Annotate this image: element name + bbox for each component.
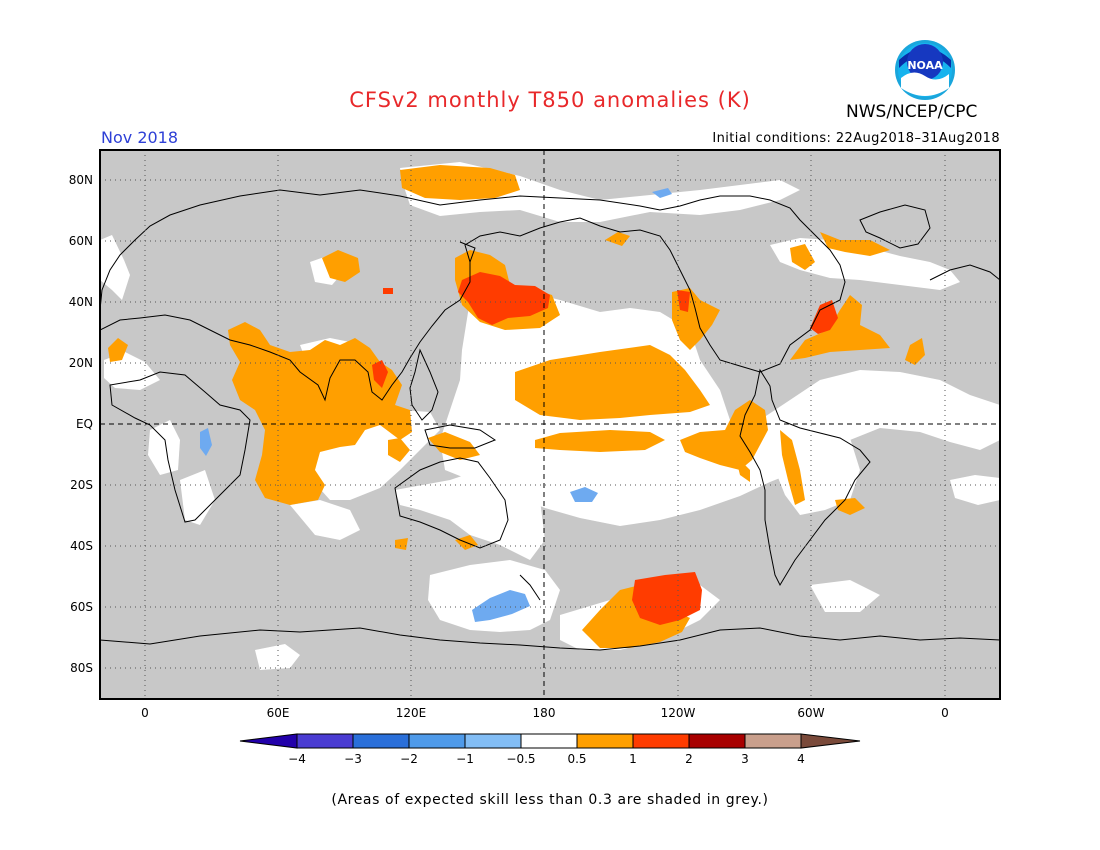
reference-lines: [100, 150, 1000, 699]
initial-conditions: Initial conditions: 22Aug2018–31Aug2018: [712, 131, 1000, 146]
lat-label-80s: 80S: [70, 661, 93, 675]
forecast-period: Nov 2018: [101, 128, 179, 147]
legend-tick-labels: −4 −3 −2 −1 −0.5 0.5 1 2 3 4: [288, 752, 805, 766]
legend-tick-4: 4: [797, 752, 805, 766]
noaa-logo-text: NOAA: [907, 59, 943, 72]
legend-box-0-5-to-1: [576, 733, 634, 749]
lat-label-40n: 40N: [69, 295, 93, 309]
legend-tick-minus-2: −2: [400, 752, 418, 766]
map-background: [100, 150, 1000, 699]
lat-label-60s: 60S: [70, 600, 93, 614]
legend-box-minus-4-to-minus-3: [296, 733, 354, 749]
legend-tick-3: 3: [741, 752, 749, 766]
anomaly-warm-moderate: [108, 165, 925, 648]
lon-label-60e: 60E: [267, 706, 290, 720]
coastlines: [100, 189, 1000, 651]
chart-title: CFSv2 monthly T850 anomalies (K): [349, 88, 751, 112]
lat-label-eq: EQ: [76, 417, 93, 431]
noaa-logo: NOAA: [895, 40, 955, 100]
legend-box-below-minus-4: [239, 733, 298, 749]
anomaly-cold: [200, 188, 672, 622]
lat-label-20n: 20N: [69, 356, 93, 370]
longitude-labels: 0 60E 120E 180 120W 60W 0: [141, 706, 949, 720]
lat-label-60n: 60N: [69, 234, 93, 248]
legend-tick-0-5: 0.5: [567, 752, 586, 766]
map-frame: [99, 149, 1001, 700]
legend-box-2-to-3: [688, 733, 746, 749]
legend-tick-2: 2: [685, 752, 693, 766]
legend-box-minus-1-to-minus-0-5: [464, 733, 522, 749]
lon-label-60w: 60W: [797, 706, 824, 720]
legend-tick-minus-1: −1: [456, 752, 474, 766]
graticule: [100, 150, 1000, 699]
lon-label-0-right: 0: [941, 706, 949, 720]
anomaly-warm-strong: [372, 272, 838, 625]
lon-label-0: 0: [141, 706, 149, 720]
lat-label-40s: 40S: [70, 539, 93, 553]
lon-label-180: 180: [533, 706, 556, 720]
lon-label-120e: 120E: [396, 706, 427, 720]
agency-label: NWS/NCEP/CPC: [846, 102, 978, 122]
legend-tick-minus-3: −3: [344, 752, 362, 766]
lat-label-20s: 20S: [70, 478, 93, 492]
lon-label-120w: 120W: [661, 706, 696, 720]
legend-box-1-to-2: [632, 733, 690, 749]
legend-tick-minus-4: −4: [288, 752, 306, 766]
skill-footnote: (Areas of expected skill less than 0.3 a…: [331, 792, 769, 808]
skill-areas: [100, 162, 1000, 670]
legend-tick-1: 1: [629, 752, 637, 766]
legend-box-minus-0-5-to-0-5: [520, 733, 578, 749]
legend-tick-minus-0-5: −0.5: [506, 752, 535, 766]
legend-box-minus-3-to-minus-2: [352, 733, 410, 749]
legend-box-minus-2-to-minus-1: [408, 733, 466, 749]
latitude-labels: 80N 60N 40N 20N EQ 20S 40S 60S 80S: [69, 173, 93, 675]
legend-box-above-4: [800, 733, 861, 749]
color-legend: [239, 733, 861, 749]
legend-box-3-to-4: [744, 733, 802, 749]
lat-label-80n: 80N: [69, 173, 93, 187]
